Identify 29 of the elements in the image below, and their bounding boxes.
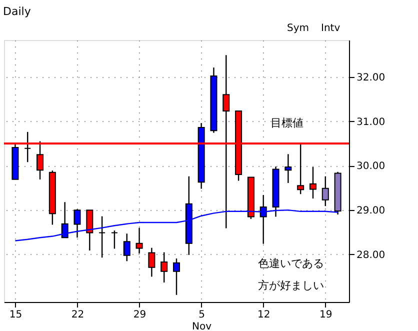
- y-tick-label: 31.00: [356, 116, 386, 128]
- candlestick: [148, 247, 156, 278]
- x-tick-label: 22: [71, 310, 84, 320]
- x-tick-label: 19: [320, 310, 332, 320]
- text: Intv: [321, 23, 340, 34]
- candlestick: [160, 252, 168, 284]
- candlestick: [98, 216, 106, 258]
- chart-title: Daily: [3, 5, 32, 18]
- x-tick-label: 29: [133, 310, 146, 320]
- y-tick-label: 32.00: [356, 72, 386, 84]
- y-tick-label: 29.00: [356, 206, 386, 217]
- y-tick-label: 28.00: [356, 250, 386, 261]
- text: Sym: [287, 23, 310, 34]
- candlestick: [110, 230, 118, 250]
- x-tick-label: 5 Nov: [192, 310, 212, 331]
- candlestick: [309, 166, 316, 200]
- ref-line-label: 目標値: [270, 116, 304, 130]
- candlestick: [136, 227, 143, 254]
- y-tick-label: 30.00: [356, 161, 386, 172]
- candlestick: [322, 176, 329, 207]
- x-tick-label: 15: [9, 310, 22, 320]
- annotation: 色違いである: [258, 257, 324, 270]
- candlestick: [173, 258, 180, 296]
- candlestick: [86, 209, 94, 252]
- candlestick: [284, 154, 292, 184]
- candlestick: [24, 131, 32, 163]
- candlestick: [123, 233, 130, 262]
- x-tick-label: 12: [257, 310, 270, 320]
- annotation: 方が好ましい: [258, 279, 324, 292]
